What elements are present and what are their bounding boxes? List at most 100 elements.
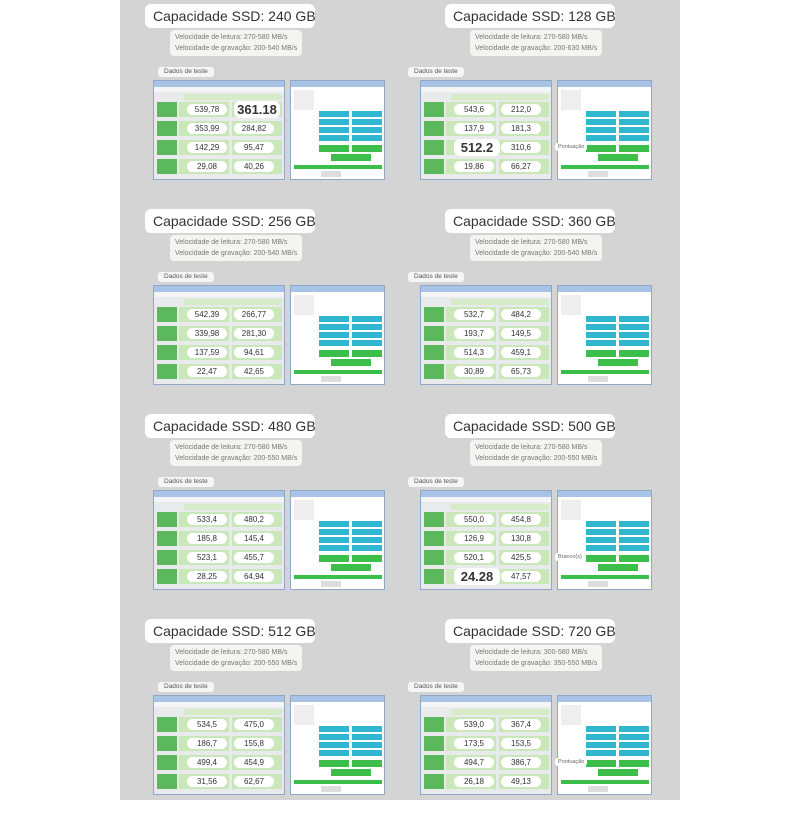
crystal-window: 532,7 484,2 193,7 149,5 514,3 459,1 30,89 65,73 <box>420 285 552 385</box>
test-button <box>424 774 444 789</box>
result-value: 47,57 <box>501 571 541 582</box>
result-value: 64,94 <box>234 571 274 582</box>
read-cell <box>586 545 616 551</box>
result-value: 539,78 <box>187 104 227 115</box>
write-cell <box>352 111 382 117</box>
crystal-window: 533,4 480,2 185,8 145,4 523,1 455,7 28,25 64,94 <box>153 490 285 590</box>
start-button <box>588 786 608 792</box>
total-cell <box>331 359 371 366</box>
result-value: 459,1 <box>501 347 541 358</box>
test-button <box>424 159 444 174</box>
panel: Capacidade SSD: 256 GB Velocidade de leit… <box>120 205 400 410</box>
read-speed: Velocidade de leitura: 270-580 MB/s <box>475 239 588 246</box>
result-value: 454,9 <box>234 757 274 768</box>
score-cell <box>352 350 382 357</box>
test-label: Dados de teste <box>158 477 214 487</box>
result-value: 28,25 <box>187 571 227 582</box>
write-cell <box>352 529 382 535</box>
read-speed: Velocidade de leitura: 270-580 MB/s <box>175 34 288 41</box>
test-button <box>424 755 444 770</box>
start-button <box>321 786 341 792</box>
write-cell <box>619 529 649 535</box>
start-button <box>321 581 341 587</box>
result-value: 66,27 <box>501 161 541 172</box>
result-value: 155,8 <box>234 738 274 749</box>
note-label: Pontuação <box>555 143 588 151</box>
read-speed: Velocidade de leitura: 270-580 MB/s <box>175 444 288 451</box>
write-cell <box>352 340 382 346</box>
total-cell <box>331 769 371 776</box>
header-row <box>184 299 282 305</box>
menu-bar <box>154 497 284 502</box>
write-cell <box>352 537 382 543</box>
result-value: 173,5 <box>454 738 494 749</box>
crystal-window: 543,6 212,0 137,9 181,3 512.2 310,6 19,86 66,27 <box>420 80 552 180</box>
score-cell <box>619 350 649 357</box>
write-cell <box>619 332 649 338</box>
score-cell <box>319 350 349 357</box>
score-cell <box>352 760 382 767</box>
write-cell <box>619 127 649 133</box>
result-value: 514,3 <box>454 347 494 358</box>
result-value: 142,29 <box>187 142 227 153</box>
crystal-window: 539,0 367,4 173,5 153,5 494,7 386,7 26,18 49,13 <box>420 695 552 795</box>
note-label: Branco(s) <box>555 553 585 561</box>
result-value: 130,8 <box>501 533 541 544</box>
panel-title: Capacidade SSD: 240 GB <box>145 4 316 28</box>
read-cell <box>319 332 349 338</box>
test-button <box>157 717 177 732</box>
result-value: 512.2 <box>454 139 500 156</box>
crystal-window: 542,39 266,77 339,98 281,30 137,59 94,61 22,47… <box>153 285 285 385</box>
test-button <box>157 364 177 379</box>
crystal-window: 534,5 475,0 186,7 155,8 499,4 454,9 31,56 62,67 <box>153 695 285 795</box>
read-cell <box>586 111 616 117</box>
test-button <box>424 531 444 546</box>
result-value: 49,13 <box>501 776 541 787</box>
read-cell <box>586 332 616 338</box>
start-button <box>321 171 341 177</box>
panel: Capacidade SSD: 512 GB Velocidade de leit… <box>120 615 400 820</box>
progress-bar <box>561 165 649 169</box>
progress-bar <box>561 370 649 374</box>
info-panel <box>294 90 314 110</box>
total-cell <box>331 564 371 571</box>
progress-bar <box>294 370 382 374</box>
write-cell <box>619 537 649 543</box>
header-row <box>184 94 282 100</box>
result-value: 40,26 <box>234 161 274 172</box>
test-button <box>424 307 444 322</box>
read-cell <box>586 537 616 543</box>
result-value: 145,4 <box>234 533 274 544</box>
test-button <box>157 774 177 789</box>
result-value: 367,4 <box>501 719 541 730</box>
read-speed: Velocidade de leitura: 270-580 MB/s <box>175 649 288 656</box>
write-speed: Velocidade de gravação: 200-550 MB/s <box>175 455 298 462</box>
header-row <box>451 504 549 510</box>
note-label: Pontuação <box>555 758 588 766</box>
score-cell <box>352 145 382 152</box>
score-cell <box>619 555 649 562</box>
title-bar <box>421 696 551 702</box>
result-value: 542,39 <box>187 309 227 320</box>
write-cell <box>352 119 382 125</box>
crystal-window: 539,78 361.18 353,99 284,82 142,29 95,47 29,08… <box>153 80 285 180</box>
spec-box: Velocidade de leitura: 270-580 MB/s Veloc… <box>470 440 603 466</box>
title-bar <box>558 286 651 292</box>
info-panel <box>561 295 581 315</box>
header-row <box>451 94 549 100</box>
result-value: 193,7 <box>454 328 494 339</box>
write-cell <box>619 111 649 117</box>
result-value: 62,67 <box>234 776 274 787</box>
test-button <box>424 121 444 136</box>
result-value: 523,1 <box>187 552 227 563</box>
panel: Capacidade SSD: 480 GB Velocidade de leit… <box>120 410 400 615</box>
panel-title: Capacidade SSD: 256 GB <box>145 209 316 233</box>
total-cell <box>598 359 638 366</box>
read-cell <box>319 521 349 527</box>
as-ssd-window <box>290 80 385 180</box>
read-speed: Velocidade de leitura: 270-580 MB/s <box>475 34 588 41</box>
progress-bar <box>294 165 382 169</box>
result-value: 126,9 <box>454 533 494 544</box>
info-panel <box>294 705 314 725</box>
test-button <box>157 550 177 565</box>
